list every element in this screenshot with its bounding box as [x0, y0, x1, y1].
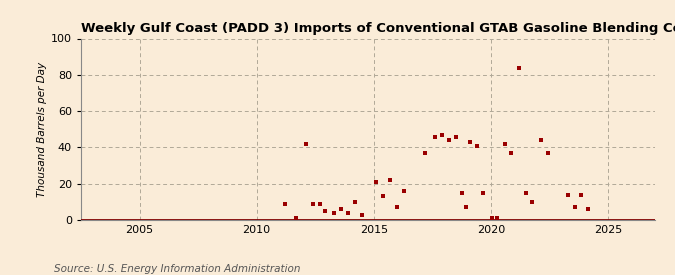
Point	[464, 140, 475, 144]
Point	[543, 151, 554, 155]
Point	[471, 143, 482, 148]
Text: Weekly Gulf Coast (PADD 3) Imports of Conventional GTAB Gasoline Blending Compon: Weekly Gulf Coast (PADD 3) Imports of Co…	[81, 21, 675, 35]
Point	[487, 216, 497, 220]
Point	[536, 138, 547, 142]
Point	[477, 191, 488, 195]
Point	[343, 211, 354, 215]
Point	[436, 133, 447, 137]
Point	[461, 205, 472, 210]
Point	[319, 209, 330, 213]
Point	[371, 180, 381, 184]
Point	[450, 134, 461, 139]
Point	[456, 191, 467, 195]
Point	[291, 216, 302, 220]
Point	[526, 200, 537, 204]
Point	[420, 151, 431, 155]
Point	[356, 212, 367, 217]
Text: Source: U.S. Energy Information Administration: Source: U.S. Energy Information Administ…	[54, 264, 300, 274]
Point	[506, 151, 516, 155]
Point	[576, 192, 587, 197]
Point	[329, 211, 340, 215]
Point	[315, 202, 325, 206]
Point	[429, 134, 440, 139]
Point	[443, 138, 454, 142]
Point	[300, 142, 311, 146]
Point	[279, 202, 290, 206]
Point	[491, 216, 502, 220]
Point	[570, 205, 580, 210]
Point	[563, 192, 574, 197]
Point	[385, 178, 396, 182]
Point	[520, 191, 531, 195]
Point	[500, 142, 510, 146]
Point	[392, 205, 402, 210]
Point	[335, 207, 346, 211]
Point	[583, 207, 593, 211]
Point	[399, 189, 410, 193]
Point	[514, 65, 524, 70]
Point	[378, 194, 389, 199]
Point	[307, 202, 318, 206]
Y-axis label: Thousand Barrels per Day: Thousand Barrels per Day	[37, 62, 47, 197]
Point	[350, 200, 360, 204]
